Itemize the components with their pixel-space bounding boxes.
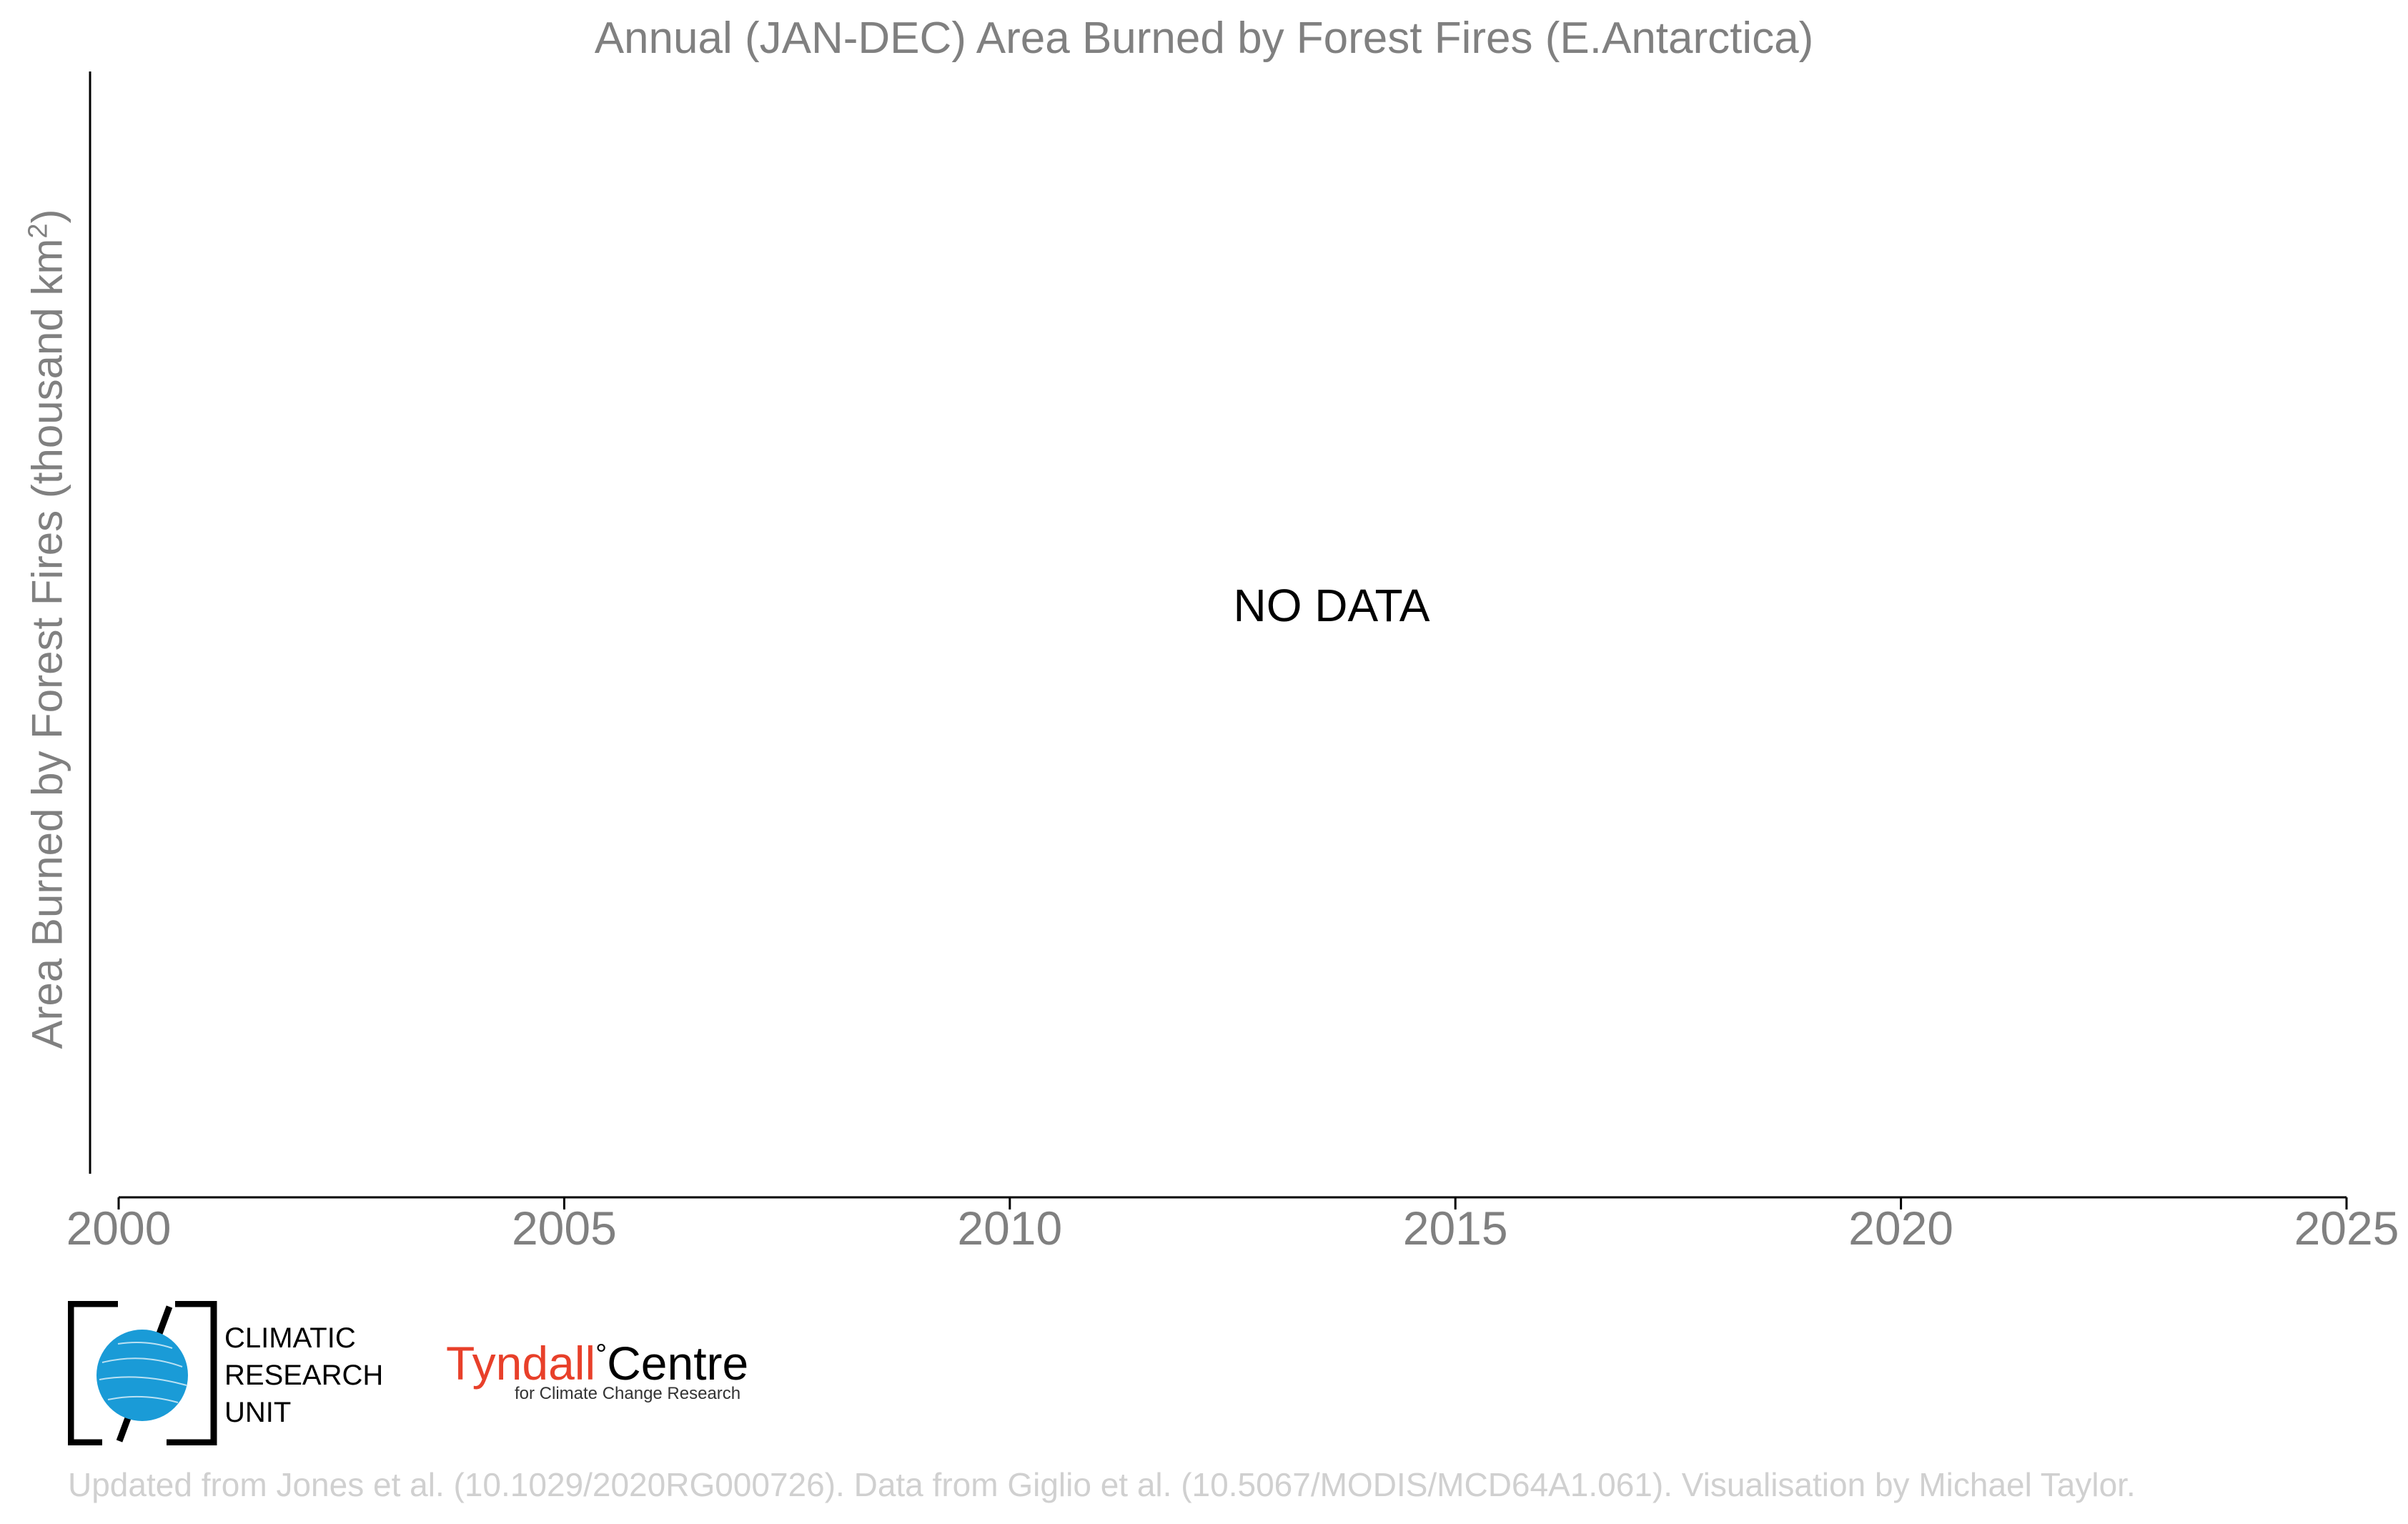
x-tick-label: 2005 <box>511 1202 617 1255</box>
cru-text-line: CLIMATIC <box>224 1322 356 1354</box>
cru-globe <box>96 1330 188 1421</box>
cru-left-bracket <box>68 1301 118 1445</box>
cru-logo <box>68 1301 217 1445</box>
tyndall-logo: Tyndall°Centre for Climate Change Resear… <box>446 1330 749 1403</box>
x-tick-label: 2020 <box>1848 1202 1954 1255</box>
cru-text-line: RESEARCH <box>224 1360 384 1391</box>
x-tick-marks <box>117 1197 2348 1209</box>
x-tick-label: 2000 <box>66 1202 172 1255</box>
cru-text-line: UNIT <box>224 1397 292 1428</box>
chart-title: Annual (JAN-DEC) Area Burned by Forest F… <box>594 14 1814 63</box>
tyndall-centre: Centre <box>607 1337 749 1390</box>
tyndall-subtitle: for Climate Change Research <box>515 1384 741 1403</box>
footer-credits: Updated from Jones et al. (10.1029/2020R… <box>68 1466 2136 1503</box>
x-tick-label: 2025 <box>2294 1202 2399 1255</box>
x-tick-label: 2010 <box>957 1202 1063 1255</box>
no-data-annotation: NO DATA <box>1233 580 1430 631</box>
x-tick-label: 2015 <box>1402 1202 1508 1255</box>
cru-right-bracket <box>167 1301 217 1445</box>
y-axis-label: Area Burned by Forest Fires (thousand km… <box>23 209 71 1049</box>
tyndall-name: Tyndall <box>446 1337 596 1390</box>
cru-logo-text: CLIMATIC RESEARCH UNIT <box>224 1320 383 1431</box>
tyndall-degree: ° <box>595 1339 608 1370</box>
